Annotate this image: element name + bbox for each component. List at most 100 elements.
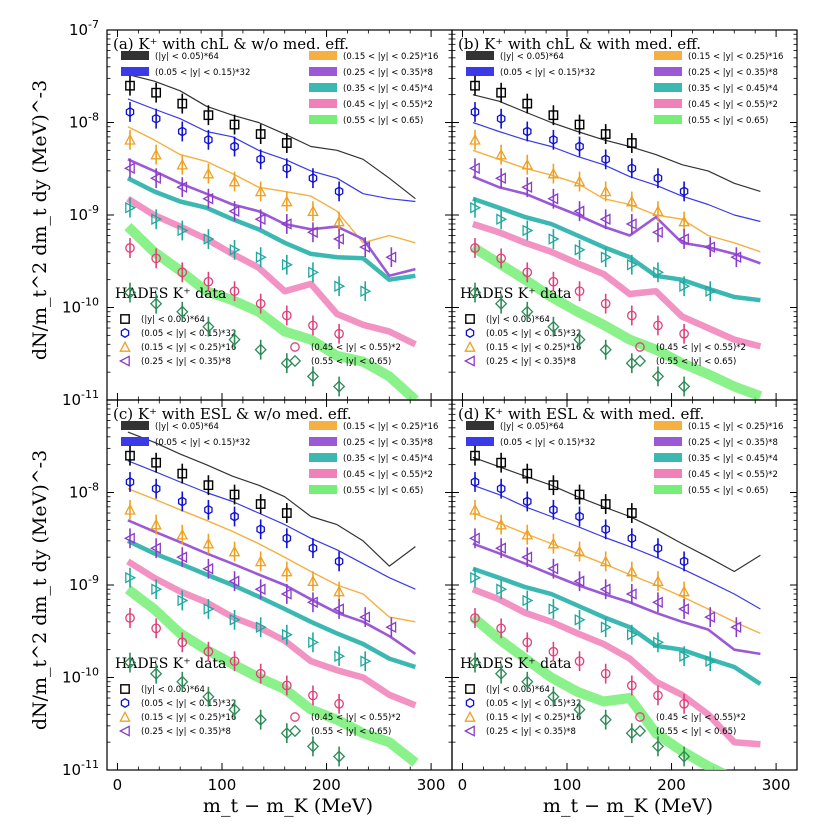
data-point <box>254 583 266 595</box>
data-point <box>704 241 716 253</box>
data-point <box>151 457 162 468</box>
data-point <box>494 297 508 310</box>
data-legend-marker <box>635 342 645 352</box>
legend-swatch <box>309 115 337 124</box>
data-point <box>601 524 610 535</box>
data-point <box>282 533 292 544</box>
model-curve <box>471 586 761 748</box>
y-tick-exponent: -8 <box>88 481 99 494</box>
data-legend: (|y| < 0.05)*64 (0.05 < |y| < 0.15)*32 (0.… <box>118 314 401 368</box>
data-point <box>332 750 346 763</box>
model-curve <box>470 242 763 400</box>
data-point <box>308 266 320 279</box>
data-legend-marker <box>465 314 475 324</box>
data-point <box>151 213 163 225</box>
data-legend-label: (0.15 < |y| < 0.25)*16 <box>141 343 236 353</box>
data-point <box>653 320 663 331</box>
data-point <box>334 650 346 662</box>
x-tick-label: 100 <box>208 776 237 794</box>
data-point <box>599 583 611 595</box>
data-point <box>177 468 188 479</box>
legend-label: (0.25 < |y| < 0.35)*8 <box>688 68 778 78</box>
data-point <box>150 542 161 554</box>
data-point <box>308 690 318 701</box>
data-point <box>177 98 188 109</box>
data-point <box>202 192 214 205</box>
data-point <box>333 233 344 245</box>
data-legend-marker <box>633 354 647 368</box>
y-tick-exponent: -11 <box>81 758 99 771</box>
legend-label: (0.55 < |y| < 0.65) <box>343 116 423 126</box>
data-legend-marker <box>120 314 130 324</box>
data-point <box>177 496 187 507</box>
data-point <box>202 690 215 703</box>
data-point <box>334 328 344 339</box>
data-point <box>125 107 135 117</box>
data-point <box>468 286 482 299</box>
legend-label: (0.05 < |y| < 0.15)*32 <box>155 438 250 448</box>
data-point <box>548 603 560 615</box>
data-point <box>600 621 612 633</box>
data-point <box>151 253 161 264</box>
data-point <box>125 201 137 214</box>
x-tick-label: 100 <box>553 776 582 794</box>
model-legend: (|y| < 0.05)*64 (0.05 < |y| < 0.15)*32 (0.… <box>466 421 783 496</box>
data-point <box>123 656 137 669</box>
data-point <box>468 656 482 669</box>
model-curve <box>127 158 416 278</box>
data-point <box>176 181 188 193</box>
legend-swatch <box>654 115 682 124</box>
data-point <box>522 637 533 648</box>
data-point <box>494 667 508 680</box>
data-point <box>203 646 214 657</box>
y-tick-label: 10-11 <box>62 388 99 409</box>
data-point <box>176 305 189 318</box>
data-point <box>150 518 162 530</box>
x-tick-label: 200 <box>312 776 341 794</box>
data-point <box>470 571 482 584</box>
x-tick-label: 300 <box>762 776 791 794</box>
data-legend-marker <box>635 712 645 722</box>
legend-label: (0.35 < |y| < 0.45)*4 <box>343 454 433 464</box>
data-point <box>600 499 611 509</box>
data-point <box>470 80 480 91</box>
data-legend-marker <box>465 328 475 338</box>
data-point <box>125 477 135 487</box>
data-point <box>125 80 135 91</box>
data-point <box>574 119 585 130</box>
data-legend-marker <box>464 710 476 722</box>
y-axis-label-top: dN/m_t^2 dm_t dy (MeV)^-3 <box>29 80 51 360</box>
data-point <box>730 251 742 263</box>
model-curve <box>472 121 761 223</box>
data-point <box>230 141 239 152</box>
data-point <box>255 251 267 263</box>
legend-label: (0.15 < |y| < 0.25)*16 <box>688 52 783 62</box>
legend-label: (|y| < 0.05)*64 <box>500 52 564 62</box>
x-tick-label: 300 <box>417 776 446 794</box>
data-point <box>281 508 292 518</box>
data-point <box>385 251 397 263</box>
legend-label: (0.55 < |y| < 0.65) <box>688 116 768 126</box>
data-point <box>255 298 266 309</box>
model-curve <box>471 220 762 350</box>
data-point <box>549 134 558 145</box>
hades-label: HADES K⁺ data <box>115 286 226 302</box>
data-point <box>651 370 665 383</box>
legend-label: (0.55 < |y| < 0.65) <box>688 486 768 496</box>
data-point <box>255 129 266 139</box>
model-curve <box>127 98 416 203</box>
data-point <box>469 503 481 515</box>
data-point <box>281 258 293 271</box>
model-curve <box>126 538 417 670</box>
y-tick-label: 10-7 <box>69 18 99 39</box>
legend-label: (0.25 < |y| < 0.35)*8 <box>343 438 433 448</box>
x-tick-label: 0 <box>113 776 123 794</box>
data-point <box>522 98 533 109</box>
data-point <box>360 285 372 297</box>
data-point <box>254 343 267 356</box>
data-point <box>203 276 214 287</box>
data-legend-marker <box>288 724 302 738</box>
data-legend-marker <box>463 355 475 367</box>
legend-label: (0.15 < |y| < 0.25)*16 <box>343 52 438 62</box>
data-point <box>307 575 319 587</box>
